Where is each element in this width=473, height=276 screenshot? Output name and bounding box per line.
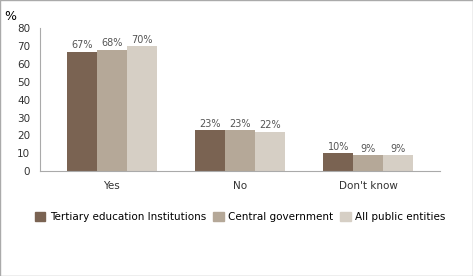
Text: 9%: 9% [361,144,376,154]
Legend: Tertiary education Institutions, Central government, All public entities: Tertiary education Institutions, Central… [31,208,449,226]
Bar [255,132,285,171]
Text: 23%: 23% [199,119,221,129]
Bar [67,52,96,171]
Text: 67%: 67% [71,40,92,50]
Text: 23%: 23% [229,119,251,129]
Bar [353,155,384,171]
Bar [195,130,225,171]
Text: 70%: 70% [131,35,152,45]
Text: %: % [4,10,16,23]
Bar [96,50,127,171]
Bar [324,153,353,171]
Bar [384,155,413,171]
Text: 10%: 10% [328,142,349,152]
Text: 22%: 22% [259,121,281,131]
Bar [225,130,255,171]
Text: 9%: 9% [391,144,406,154]
Bar [127,46,157,171]
Text: 68%: 68% [101,38,123,48]
